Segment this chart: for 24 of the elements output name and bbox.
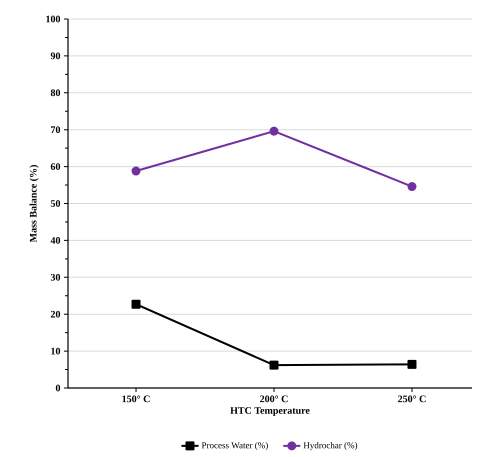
point bbox=[407, 360, 416, 369]
y-tick-label: 90 bbox=[50, 52, 60, 60]
y-tick-label: 30 bbox=[50, 274, 60, 281]
point bbox=[132, 166, 141, 176]
point bbox=[270, 126, 278, 136]
x-tick-label: 250° C bbox=[398, 396, 426, 402]
y-tick-label: 20 bbox=[50, 310, 60, 318]
point bbox=[132, 300, 141, 309]
y-tick-label: 70 bbox=[51, 126, 60, 134]
x-axis-title: HTC Temperature bbox=[230, 407, 310, 416]
y-tick-label: 80 bbox=[50, 89, 60, 96]
y-tick-label: 100 bbox=[46, 16, 60, 22]
y-tick-label: 40 bbox=[50, 237, 60, 244]
point bbox=[407, 182, 416, 192]
y-tick-label: 50 bbox=[50, 200, 60, 207]
x-tick-label: 200° C bbox=[260, 396, 288, 402]
y-tick-label: 0 bbox=[56, 384, 60, 392]
x-tick-label: 150° C bbox=[122, 396, 150, 402]
legend-label: Hydrochar (%) bbox=[304, 442, 358, 450]
y-axis-title: Mass Balance (%) bbox=[30, 165, 39, 242]
y-tick-label: 60 bbox=[50, 163, 60, 170]
legend-label: Process Water (%) bbox=[202, 442, 268, 450]
point bbox=[270, 360, 278, 370]
y-tick-label: 10 bbox=[51, 348, 60, 354]
